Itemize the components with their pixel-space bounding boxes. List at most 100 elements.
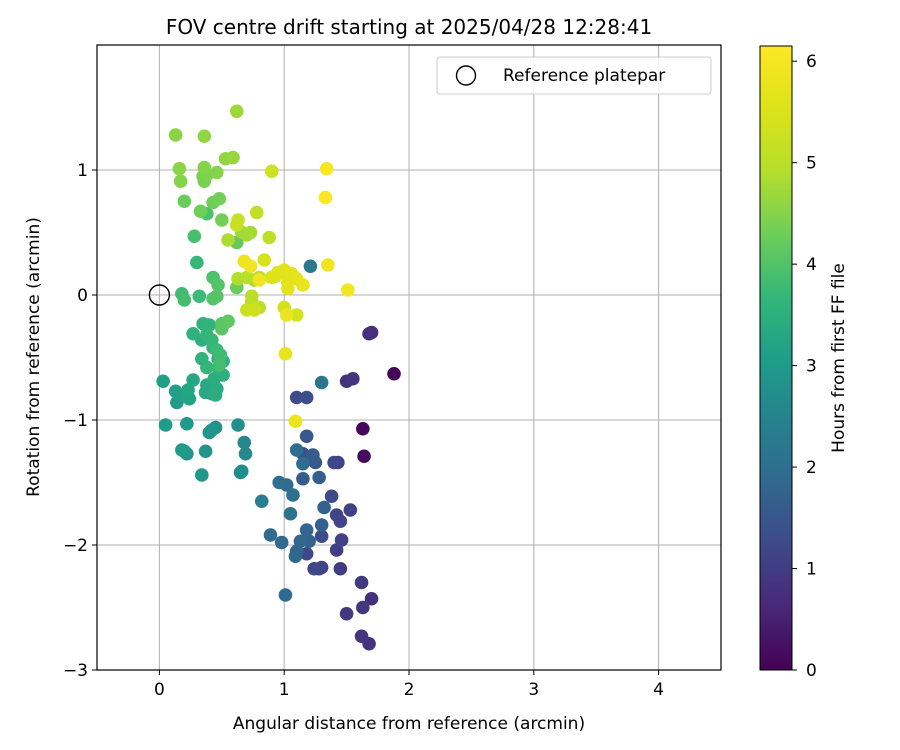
data-points — [156, 104, 401, 651]
x-tick-label: 4 — [653, 680, 664, 700]
data-point — [233, 465, 248, 480]
data-point — [333, 561, 348, 576]
data-point — [274, 535, 289, 550]
data-point — [177, 293, 192, 307]
data-point — [210, 289, 224, 304]
data-point — [190, 255, 204, 270]
y-axis-label: Rotation from reference (arcmin) — [24, 217, 44, 497]
data-point — [354, 629, 369, 644]
data-point — [226, 150, 240, 165]
data-point — [247, 303, 262, 317]
colorbar-tick-label: 1 — [806, 560, 817, 580]
data-point — [215, 213, 229, 227]
data-point — [156, 374, 170, 389]
data-point — [288, 549, 303, 564]
data-point — [238, 446, 253, 461]
colorbar-tick-label: 0 — [806, 661, 817, 681]
y-axis-ticks: −3 −2 −1 0 1 — [63, 161, 97, 681]
data-point — [314, 518, 329, 532]
colorbar: 0 1 2 3 4 5 6 Hours from first FF file — [759, 45, 849, 681]
data-point — [212, 358, 227, 372]
data-point — [244, 289, 259, 304]
data-point — [339, 606, 354, 621]
colorbar-tick-label: 6 — [806, 52, 817, 72]
data-point — [362, 326, 376, 341]
data-point — [180, 416, 194, 431]
data-point — [252, 273, 267, 287]
reference-marker-layer — [148, 284, 171, 306]
data-point — [341, 283, 355, 297]
y-tick-label: −1 — [63, 411, 88, 431]
data-point — [257, 253, 272, 267]
data-point — [289, 308, 304, 322]
data-point — [319, 161, 334, 176]
data-point — [314, 375, 329, 390]
data-point — [168, 128, 183, 142]
data-point — [175, 443, 189, 457]
data-point — [186, 373, 200, 387]
data-point — [243, 225, 258, 240]
y-tick-label: 0 — [77, 286, 88, 306]
data-point — [249, 205, 264, 220]
data-point — [286, 488, 300, 502]
grid — [97, 45, 721, 671]
data-point — [254, 494, 269, 509]
data-point — [356, 421, 370, 436]
legend-marker — [455, 65, 477, 86]
data-point — [296, 456, 310, 471]
data-point — [279, 308, 294, 322]
data-point — [278, 588, 293, 602]
data-point — [205, 423, 219, 437]
colorbar-ticks: 0 1 2 3 4 5 6 — [792, 52, 817, 681]
data-point — [239, 270, 254, 285]
data-point — [210, 165, 224, 180]
reference-platepar-marker — [148, 284, 171, 306]
data-point — [317, 500, 331, 515]
data-point — [314, 529, 329, 544]
data-point — [327, 455, 341, 470]
data-point — [193, 204, 208, 219]
data-point — [231, 418, 245, 432]
data-point — [334, 533, 349, 547]
colorbar-tick-label: 5 — [806, 154, 817, 174]
data-point — [177, 194, 192, 209]
data-point — [237, 435, 252, 450]
legend: Reference platepar — [436, 56, 712, 95]
legend-label: Reference platepar — [503, 66, 665, 86]
data-point — [195, 351, 209, 366]
colorbar-label: Hours from first FF file — [829, 263, 849, 453]
data-point — [211, 278, 225, 292]
data-point — [357, 449, 371, 464]
data-point — [312, 470, 326, 485]
colorbar-tick-label: 4 — [806, 255, 817, 275]
data-point — [289, 443, 304, 457]
data-point — [281, 281, 295, 296]
data-point — [318, 190, 333, 205]
data-point — [283, 506, 298, 521]
data-point — [192, 289, 207, 304]
data-point — [197, 129, 212, 144]
data-point — [158, 418, 173, 432]
data-point — [263, 528, 278, 542]
data-point — [262, 230, 277, 245]
colorbar-tick-label: 3 — [806, 357, 817, 377]
data-point — [229, 218, 244, 232]
colorbar-gradient — [759, 45, 793, 671]
chart-title: FOV centre drift starting at 2025/04/28 … — [166, 15, 652, 39]
x-axis-ticks: 0 1 2 3 4 — [154, 670, 664, 700]
data-point — [195, 468, 209, 482]
data-point — [356, 600, 370, 615]
data-point — [272, 475, 287, 490]
colorbar-tick-label: 2 — [806, 458, 817, 478]
data-point — [299, 523, 314, 537]
data-point — [215, 321, 229, 336]
data-point — [343, 503, 358, 517]
x-axis-label: Angular distance from reference (arcmin) — [233, 714, 585, 734]
data-point — [306, 448, 320, 462]
data-point — [229, 104, 244, 119]
x-tick-label: 3 — [528, 680, 539, 700]
y-tick-label: −2 — [63, 536, 88, 556]
y-tick-label: −3 — [63, 661, 88, 681]
data-point — [173, 174, 188, 189]
data-point — [354, 575, 369, 590]
